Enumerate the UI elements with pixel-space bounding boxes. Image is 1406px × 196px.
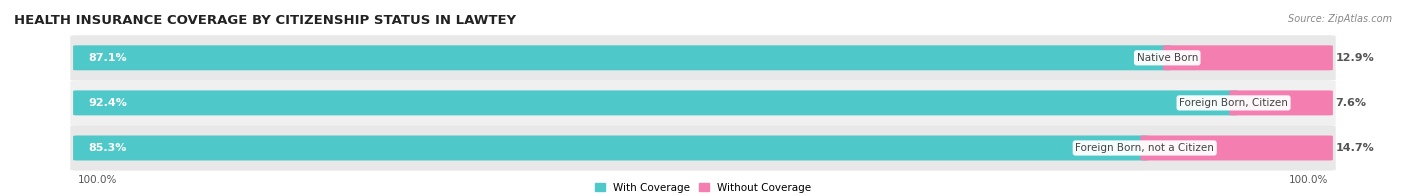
FancyBboxPatch shape	[1229, 90, 1333, 115]
FancyBboxPatch shape	[70, 35, 1336, 80]
Text: 85.3%: 85.3%	[89, 143, 127, 153]
Text: 7.6%: 7.6%	[1336, 98, 1367, 108]
Text: 92.4%: 92.4%	[89, 98, 128, 108]
Text: 12.9%: 12.9%	[1336, 53, 1375, 63]
Text: Native Born: Native Born	[1136, 53, 1198, 63]
FancyBboxPatch shape	[70, 80, 1336, 125]
Text: Foreign Born, Citizen: Foreign Born, Citizen	[1180, 98, 1288, 108]
Text: 87.1%: 87.1%	[89, 53, 127, 63]
Text: HEALTH INSURANCE COVERAGE BY CITIZENSHIP STATUS IN LAWTEY: HEALTH INSURANCE COVERAGE BY CITIZENSHIP…	[14, 14, 516, 27]
Text: 14.7%: 14.7%	[1336, 143, 1375, 153]
Text: Source: ZipAtlas.com: Source: ZipAtlas.com	[1288, 14, 1392, 24]
Text: 100.0%: 100.0%	[1289, 175, 1329, 185]
Text: Foreign Born, not a Citizen: Foreign Born, not a Citizen	[1076, 143, 1215, 153]
FancyBboxPatch shape	[73, 90, 1237, 115]
FancyBboxPatch shape	[1163, 45, 1333, 70]
Legend: With Coverage, Without Coverage: With Coverage, Without Coverage	[591, 179, 815, 196]
FancyBboxPatch shape	[70, 125, 1336, 171]
FancyBboxPatch shape	[73, 135, 1149, 161]
FancyBboxPatch shape	[1140, 135, 1333, 161]
FancyBboxPatch shape	[73, 45, 1171, 70]
Text: 100.0%: 100.0%	[77, 175, 117, 185]
